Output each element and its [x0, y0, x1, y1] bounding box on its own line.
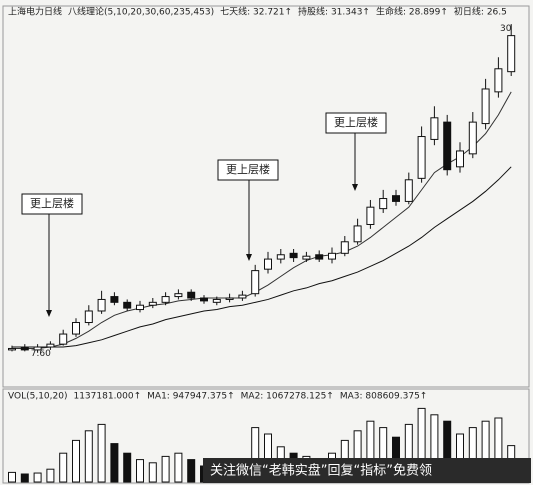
volume-bar	[8, 471, 16, 483]
candle-body	[443, 121, 452, 171]
volume-header-text: VOL(5,10,20)	[8, 392, 67, 402]
candle-body	[289, 252, 298, 259]
candle-body	[251, 270, 260, 295]
volume-bar	[174, 452, 183, 483]
volume-bar	[59, 452, 68, 483]
candle-body	[8, 347, 16, 351]
volume-bar	[20, 473, 29, 483]
volume-bar	[97, 423, 106, 483]
candle-body	[174, 293, 183, 298]
header-text: 七天线: 32.721↑	[220, 6, 292, 18]
volume-bar	[72, 439, 80, 483]
moving-average-line	[12, 91, 512, 349]
candle-body	[456, 150, 464, 168]
header-text: 八线理论(5,10,20,30,60,235,453)	[68, 6, 214, 18]
price-label: 30	[500, 24, 512, 34]
price-label: 7.60	[31, 349, 51, 359]
candle-body	[366, 206, 375, 225]
candle-body	[212, 298, 221, 303]
volume-bar	[84, 430, 93, 483]
candle-body	[225, 297, 234, 300]
annotation-box	[325, 112, 387, 134]
candle-body	[328, 252, 336, 260]
annotation-arrowhead	[46, 310, 52, 317]
candle-body	[136, 304, 144, 311]
candle-body	[161, 296, 170, 303]
volume-header-text: MA1: 947947.375↑	[147, 392, 234, 402]
volume-bar	[46, 468, 55, 483]
volume-bar	[110, 443, 119, 483]
candle-body	[468, 121, 477, 155]
header-text: 持股线: 31.343↑	[298, 6, 370, 18]
candle-body	[110, 296, 119, 303]
candle-body	[238, 294, 247, 299]
candle-body	[20, 346, 29, 351]
candle-body	[276, 254, 285, 260]
volume-header-text: 1137181.000↑	[73, 392, 141, 402]
candle-body	[340, 241, 349, 254]
candle-body	[507, 35, 516, 73]
volume-bar	[136, 459, 144, 483]
header-text: 初日线: 26.5	[454, 6, 507, 18]
header-text: 上海电力日线	[8, 6, 62, 18]
candle-body	[123, 301, 132, 309]
candle-body	[379, 198, 388, 210]
annotation-arrowhead	[246, 254, 252, 261]
candle-body	[481, 88, 490, 125]
candle-body	[97, 298, 106, 312]
candle-body	[84, 310, 93, 324]
annotation-text: 更上层楼	[334, 115, 378, 129]
watermark-box	[203, 458, 531, 483]
header-text: 生命线: 28.899↑	[376, 6, 448, 18]
candle-body	[46, 343, 55, 348]
candle-body	[72, 322, 80, 335]
candle-body	[494, 68, 503, 93]
volume-bar	[187, 459, 196, 483]
annotation-box	[21, 193, 83, 215]
candle-body	[417, 136, 426, 179]
annotation-text: 更上层楼	[226, 162, 270, 176]
candle-body	[33, 346, 42, 351]
volume-header-text: MA2: 1067278.125↑	[241, 392, 334, 402]
watermark: 关注微信“老韩实盘”回复“指标”免费领	[210, 463, 432, 479]
volume-bar	[161, 455, 170, 483]
volume-bar	[148, 462, 157, 483]
annotation-box	[217, 159, 279, 181]
candle-body	[59, 333, 68, 345]
candle-body	[200, 297, 208, 302]
candle-body	[187, 291, 196, 299]
candle-body	[404, 179, 413, 202]
candle-body	[315, 254, 324, 260]
candle-body	[430, 117, 439, 140]
candle-body	[148, 301, 157, 306]
candle-body	[392, 195, 400, 202]
candle-body	[353, 225, 362, 243]
candle-body	[302, 255, 311, 260]
volume-bar	[123, 452, 132, 483]
moving-average-line	[12, 166, 512, 348]
annotation-text: 更上层楼	[30, 196, 74, 210]
price-panel	[2, 5, 530, 388]
annotation-arrowhead	[352, 184, 358, 191]
candle-body	[264, 258, 272, 270]
volume-header-text: MA3: 808609.375↑	[340, 392, 427, 402]
volume-bar	[33, 472, 42, 483]
